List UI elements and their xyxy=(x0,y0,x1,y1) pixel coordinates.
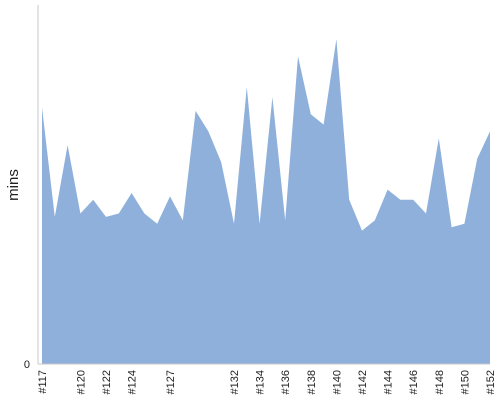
x-tick-label: #140 xyxy=(331,370,343,394)
x-tick-label: #142 xyxy=(357,370,369,394)
x-tick-label: #117 xyxy=(37,370,49,394)
x-tick-label: #120 xyxy=(75,370,87,394)
x-tick-label: #152 xyxy=(485,370,497,394)
y-tick-label: 0 xyxy=(24,359,30,371)
x-tick-label: #144 xyxy=(383,370,395,394)
x-tick-label: #150 xyxy=(459,370,471,394)
x-tick-label: #146 xyxy=(408,370,420,394)
x-tick-label: #127 xyxy=(165,370,177,394)
x-tick-label: #134 xyxy=(255,370,267,394)
area-series xyxy=(42,39,490,364)
x-tick-label: #148 xyxy=(434,370,446,394)
x-tick-label: #122 xyxy=(101,370,113,394)
x-tick-label: #136 xyxy=(280,370,292,394)
x-tick-label: #124 xyxy=(127,370,139,394)
plot-area xyxy=(42,39,490,364)
x-tick-label: #138 xyxy=(306,370,318,394)
x-tick-label: #132 xyxy=(229,370,241,394)
y-axis-label: mins xyxy=(5,169,22,201)
x-tick-labels: #117 #120 #122 #124 #127 #132 #134 #136 #138 #140… xyxy=(37,370,497,394)
